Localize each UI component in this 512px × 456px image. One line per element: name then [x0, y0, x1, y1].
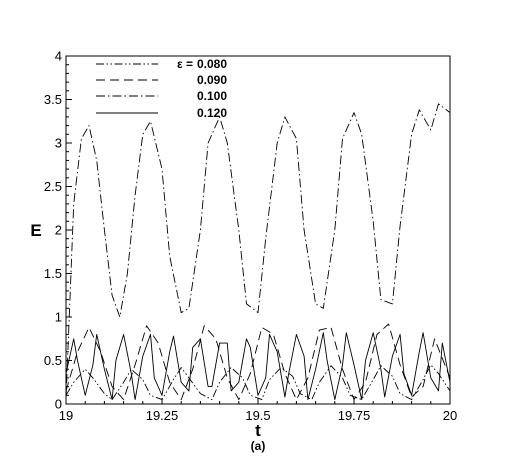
- x-tick-label-0: 19: [59, 408, 73, 423]
- legend: 0.080 0.090 0.100 0.120 ε =: [96, 57, 227, 120]
- y-axis-label: E: [30, 221, 41, 240]
- y-tick-label-6: 3: [55, 136, 62, 151]
- y-tick-label-8: 4: [55, 49, 62, 64]
- x-axis-label: t: [255, 421, 261, 440]
- y-tick-label-4: 2: [55, 223, 62, 238]
- series-line-2: [65, 103, 451, 400]
- y-tick-label-5: 2.5: [44, 179, 62, 194]
- y-tick-label-2: 1: [55, 310, 62, 325]
- y-tick-label-1: 0.5: [44, 353, 62, 368]
- series-line-0: [65, 364, 451, 401]
- y-tick-label-7: 3.5: [44, 92, 62, 107]
- x-tick-label-4: 20: [443, 408, 457, 423]
- legend-symbol: ε =: [177, 57, 193, 71]
- series-layer: [65, 103, 451, 401]
- series-line-3: [65, 332, 451, 401]
- legend-label-2: 0.100: [197, 89, 227, 103]
- legend-label-0: 0.080: [197, 57, 227, 71]
- x-tick-label-1: 19.25: [146, 408, 179, 423]
- x-tick-label-3: 19.75: [338, 408, 371, 423]
- plot-frame: [65, 55, 451, 405]
- axes-layer: 19 19.25 19.5 19.75 20 0 0.5 1 1.5 2 2.5 3 3.5 4 t E (a): [30, 49, 457, 454]
- legend-label-1: 0.090: [197, 73, 227, 87]
- series-line-1: [65, 323, 451, 401]
- y-tick-label-3: 1.5: [44, 266, 62, 281]
- legend-label-3: 0.120: [197, 106, 227, 120]
- x-tick-label-2: 19.5: [245, 408, 270, 423]
- y-tick-label-0: 0: [55, 397, 62, 412]
- figure-caption: (a): [251, 439, 266, 453]
